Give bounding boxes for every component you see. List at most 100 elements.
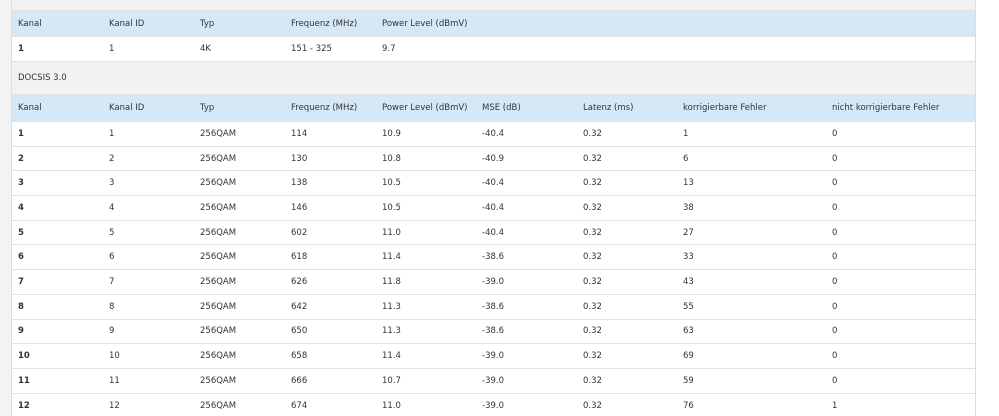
column-header: Typ xyxy=(200,18,215,29)
table-cell: 650 xyxy=(291,326,308,337)
table-row: 4 4 256QAM 146 10.5 -40.4 0.32 38 0 xyxy=(12,196,975,221)
table-cell: 6 xyxy=(18,252,24,263)
table-cell: 12 xyxy=(18,400,30,411)
table-cell: 9 xyxy=(18,326,24,337)
table-cell: 2 xyxy=(109,153,115,164)
column-header: Kanal xyxy=(18,18,42,29)
column-header: nicht korrigierbare Fehler xyxy=(832,103,940,113)
table-cell: -38.6 xyxy=(482,301,504,312)
table-row: 12 12 256QAM 674 11.0 -39.0 0.32 76 1 xyxy=(12,394,975,416)
table-cell: 602 xyxy=(291,227,308,238)
table-cell: -39.0 xyxy=(482,351,504,362)
table-cell: 33 xyxy=(683,252,694,263)
table-cell: 38 xyxy=(683,202,694,213)
table-cell: 151 - 325 xyxy=(291,44,332,54)
table-cell: 0.32 xyxy=(583,301,602,312)
table-cell: 7 xyxy=(18,277,24,288)
column-header: Kanal ID xyxy=(109,103,145,113)
table-cell: 6 xyxy=(109,252,115,263)
table-cell: 10.5 xyxy=(382,202,401,213)
header-row: Kanal Kanal ID Typ Frequenz (MHz) Power Leve… xyxy=(12,95,975,122)
table-cell: 0 xyxy=(832,277,838,288)
table-cell: 5 xyxy=(109,227,115,238)
table-cell: 0.32 xyxy=(583,252,602,263)
table-cell: -40.4 xyxy=(482,178,504,189)
table-cell: 11.8 xyxy=(382,277,401,288)
table-cell: 256QAM xyxy=(200,400,237,411)
table-cell: 1 xyxy=(18,44,24,54)
table-cell: 658 xyxy=(291,351,308,362)
table-cell: 4K xyxy=(200,44,211,54)
table-cell: 618 xyxy=(291,252,308,263)
table-cell: 0 xyxy=(832,153,838,164)
table-cell: 256QAM xyxy=(200,277,237,288)
table-cell: 43 xyxy=(683,277,694,288)
table-cell: 0.32 xyxy=(583,277,602,288)
table-row: 10 10 256QAM 658 11.4 -39.0 0.32 69 0 xyxy=(12,344,975,369)
column-header: MSE (dB) xyxy=(482,103,521,113)
table-cell: 642 xyxy=(291,301,308,312)
table-row: 2 2 256QAM 130 10.8 -40.9 0.32 6 0 xyxy=(12,147,975,172)
table-cell: 0 xyxy=(832,301,838,312)
table-cell: -39.0 xyxy=(482,400,504,411)
table-cell: 256QAM xyxy=(200,153,237,164)
table-cell: 256QAM xyxy=(200,301,237,312)
table-cell: 1 xyxy=(18,128,24,139)
table-cell: 0.32 xyxy=(583,202,602,213)
section-title: DOCSIS 3.0 xyxy=(18,73,67,83)
table-cell: -38.6 xyxy=(482,252,504,263)
table-cell: 130 xyxy=(291,153,308,164)
table-cell: 59 xyxy=(683,375,694,386)
table-cell: 256QAM xyxy=(200,227,237,238)
table-cell: 0 xyxy=(832,351,838,362)
section-row: DOCSIS 3.0 xyxy=(12,62,975,95)
table-cell: 0 xyxy=(832,227,838,238)
column-header: Power Level (dBmV) xyxy=(382,18,468,29)
table-cell: 11.0 xyxy=(382,227,401,238)
table-cell: 10.9 xyxy=(382,128,401,139)
table-cell: 0.32 xyxy=(583,351,602,362)
table-cell: 0.32 xyxy=(583,153,602,164)
table-cell: 6 xyxy=(683,153,689,164)
table-cell: 0.32 xyxy=(583,128,602,139)
table-cell: 0.32 xyxy=(583,326,602,337)
table-row: 7 7 256QAM 626 11.8 -39.0 0.32 43 0 xyxy=(12,270,975,295)
table-cell: 10 xyxy=(18,351,30,362)
table-cell: 13 xyxy=(683,178,694,189)
table-cell: 1 xyxy=(832,400,838,411)
table-cell: 0 xyxy=(832,252,838,263)
table-cell: -40.4 xyxy=(482,227,504,238)
top-strip xyxy=(12,0,975,11)
table-cell: 10.7 xyxy=(382,375,401,386)
table-cell: 114 xyxy=(291,128,308,139)
column-header: Kanal xyxy=(18,103,42,113)
table-row: 1 1 4K 151 - 325 9.7 xyxy=(12,37,975,62)
table-cell: 76 xyxy=(683,400,694,411)
table-cell: 1 xyxy=(109,128,115,139)
table-cell: 3 xyxy=(18,178,24,189)
table-cell: 9.7 xyxy=(382,44,396,54)
table-cell: 9 xyxy=(109,326,115,337)
table-row: 5 5 256QAM 602 11.0 -40.4 0.32 27 0 xyxy=(12,221,975,246)
table-cell: 1 xyxy=(109,44,115,54)
table-cell: 5 xyxy=(18,227,24,238)
table-cell: 256QAM xyxy=(200,252,237,263)
side-strip xyxy=(0,0,11,416)
table-cell: 8 xyxy=(109,301,115,312)
table-row: 11 11 256QAM 666 10.7 -39.0 0.32 59 0 xyxy=(12,369,975,394)
column-header: Typ xyxy=(200,103,215,113)
table-cell: 666 xyxy=(291,375,308,386)
table-cell: 3 xyxy=(109,178,115,189)
table-cell: 11 xyxy=(18,375,30,386)
table-row: 1 1 256QAM 114 10.9 -40.4 0.32 1 0 xyxy=(12,122,975,147)
table-cell: 0 xyxy=(832,326,838,337)
table-cell: 256QAM xyxy=(200,326,237,337)
table-cell: 0.32 xyxy=(583,375,602,386)
column-header: Frequenz (MHz) xyxy=(291,18,358,29)
table-cell: -39.0 xyxy=(482,277,504,288)
panel: Kanal Kanal ID Typ Frequenz (MHz) Power Leve… xyxy=(11,0,976,416)
table-cell: -40.4 xyxy=(482,202,504,213)
table-cell: 0 xyxy=(832,178,838,189)
table-cell: 27 xyxy=(683,227,694,238)
